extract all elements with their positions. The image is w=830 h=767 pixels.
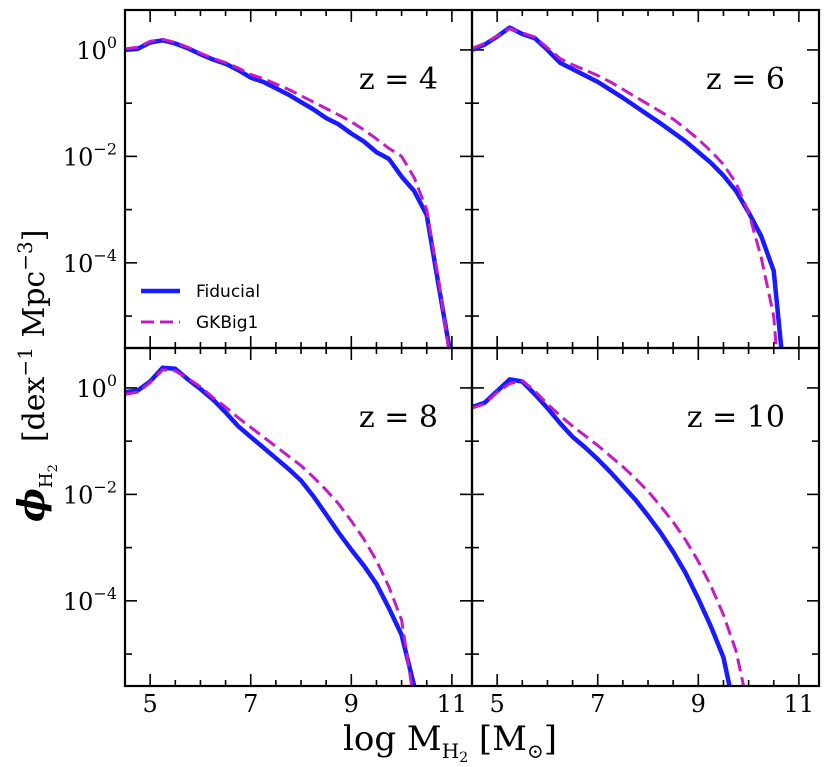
y-tick-label: 10−4	[63, 584, 117, 616]
x-axis-title-unit: [M	[468, 719, 527, 759]
x-axis-title-close: ]	[544, 719, 557, 759]
panel-ticks	[472, 10, 819, 348]
y-axis-title-close: ]	[17, 230, 52, 242]
y-axis-title-sub: H	[36, 472, 57, 488]
panel-frame	[470, 346, 821, 688]
x-tick-label: 7	[243, 690, 258, 718]
y-tick-label: 10−4	[63, 246, 117, 278]
panel-series	[472, 377, 746, 686]
y-tick-label-base: 10	[63, 143, 94, 171]
y-axis-title-sub2: 2	[46, 464, 61, 472]
x-tick-label: 11	[784, 690, 815, 718]
y-tick-label: 100	[76, 33, 117, 65]
series-line-gkbig1	[472, 379, 746, 686]
series-line-gkbig1	[472, 27, 778, 348]
series-line-gkbig1	[125, 368, 414, 686]
legend-label-fiducial: Fiducial	[196, 282, 260, 302]
y-tick-label-exp: −4	[93, 246, 117, 265]
panel-series	[125, 365, 417, 686]
y-axis-title-exp1: −1	[13, 347, 37, 376]
y-tick-label: 10−2	[63, 477, 117, 509]
y-axis-title-phi: ϕ	[11, 488, 53, 522]
legend: Fiducial GKBig1	[141, 282, 260, 333]
series-line-fiducial	[125, 365, 417, 686]
x-axis-title-sun: ⊙	[527, 739, 544, 763]
x-tick-label: 5	[490, 690, 505, 718]
y-tick-label: 10−2	[63, 139, 117, 171]
panel-label: z = 4	[359, 62, 438, 97]
y-axis-title-unit2: Mpc	[17, 271, 52, 347]
legend-label-gkbig1: GKBig1	[196, 313, 258, 333]
panel-frame	[470, 8, 821, 350]
x-tick-label: 7	[590, 690, 605, 718]
series-line-fiducial	[472, 377, 732, 686]
x-axis-title-sub: H	[442, 739, 459, 763]
panel-label: z = 10	[687, 400, 785, 435]
y-axis-title: ϕH2 [dex−1 Mpc−3]	[11, 230, 61, 522]
y-tick-label-exp: 0	[107, 371, 117, 390]
x-tick-label: 9	[691, 690, 706, 718]
panel-ticks	[125, 10, 472, 348]
x-axis-title-sub2: 2	[459, 750, 468, 766]
y-tick-label-exp: −4	[93, 584, 117, 603]
panel-4: z = 10 5 7 9 11	[470, 346, 821, 718]
panel-frame	[123, 8, 474, 350]
y-tick-label-base: 10	[63, 588, 94, 616]
x-tick-label: 9	[344, 690, 359, 718]
panel-ticks	[125, 348, 472, 686]
y-axis-title-exp2: −3	[13, 241, 37, 270]
y-tick-label-base: 10	[63, 250, 94, 278]
panel-frame	[123, 346, 474, 688]
x-tick-label: 5	[143, 690, 158, 718]
y-tick-label-base: 10	[63, 481, 94, 509]
y-tick-label-base: 10	[76, 37, 107, 65]
panel-label: z = 6	[706, 62, 785, 97]
series-line-gkbig1	[125, 37, 450, 348]
panel-ticks	[472, 348, 819, 686]
x-tick-label: 11	[437, 690, 468, 718]
y-tick-label-exp: −2	[93, 477, 117, 496]
panel-series	[472, 25, 784, 348]
panel-series	[125, 37, 452, 348]
y-tick-label: 100	[76, 371, 117, 403]
y-tick-label-exp: −2	[93, 139, 117, 158]
x-axis-title: log MH2 [M⊙]	[343, 719, 557, 766]
y-tick-label-base: 10	[76, 375, 107, 403]
panel-label: z = 8	[359, 400, 438, 435]
panel-2: z = 6	[470, 8, 821, 350]
x-axis-title-main: log M	[343, 719, 442, 759]
y-axis-title-unit: [dex	[17, 376, 52, 442]
y-tick-label-exp: 0	[107, 33, 117, 52]
